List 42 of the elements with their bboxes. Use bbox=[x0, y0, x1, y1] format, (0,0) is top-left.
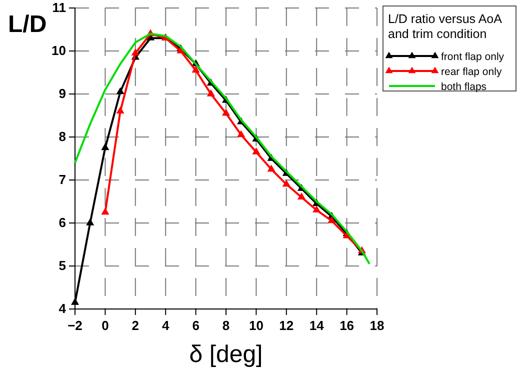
x-tick-label: 18 bbox=[370, 318, 384, 334]
legend-label: rear flap only bbox=[441, 66, 502, 78]
point bbox=[282, 180, 290, 187]
point bbox=[131, 48, 140, 56]
y-tick-label: 4 bbox=[58, 301, 67, 316]
x-tick-label: 8 bbox=[222, 318, 230, 334]
point bbox=[267, 164, 276, 172]
point bbox=[252, 147, 260, 154]
y-tick-label: 8 bbox=[58, 129, 66, 144]
x-tick-label: 0 bbox=[102, 318, 109, 334]
x-tick-label: 16 bbox=[340, 318, 354, 334]
point bbox=[101, 143, 110, 150]
point bbox=[297, 192, 306, 200]
y-axis-title: L/D bbox=[8, 11, 47, 38]
point bbox=[116, 106, 124, 114]
y-tick-label: 9 bbox=[58, 86, 66, 102]
x-tick-label: 14 bbox=[309, 318, 325, 334]
legend-label: front flap only bbox=[441, 51, 505, 63]
y-tick-label: 5 bbox=[58, 258, 66, 274]
legend-label: both flaps bbox=[441, 81, 487, 93]
x-tick-label: 6 bbox=[192, 318, 200, 334]
x-tick-label: 10 bbox=[248, 318, 264, 334]
point bbox=[86, 218, 94, 226]
point bbox=[312, 205, 321, 212]
y-tick-label: 6 bbox=[58, 215, 66, 230]
point bbox=[206, 89, 215, 96]
x-tick-label: 2 bbox=[132, 318, 140, 334]
point bbox=[237, 130, 246, 138]
point bbox=[101, 208, 110, 215]
x-tick-label: 12 bbox=[279, 318, 294, 334]
y-tick-label: 7 bbox=[58, 172, 66, 188]
x-axis-title: δ [deg] bbox=[189, 341, 263, 368]
point bbox=[116, 87, 124, 94]
point bbox=[222, 108, 230, 116]
point bbox=[192, 66, 200, 73]
x-tick-label: −2 bbox=[68, 318, 82, 334]
point bbox=[70, 298, 80, 305]
y-tick-label: 11 bbox=[52, 0, 66, 16]
legend-title: L/D ratio versus AoA and trim condition bbox=[388, 12, 503, 41]
y-tick-label: 10 bbox=[52, 43, 66, 58]
x-tick-label: 4 bbox=[162, 318, 170, 334]
point bbox=[328, 216, 336, 224]
